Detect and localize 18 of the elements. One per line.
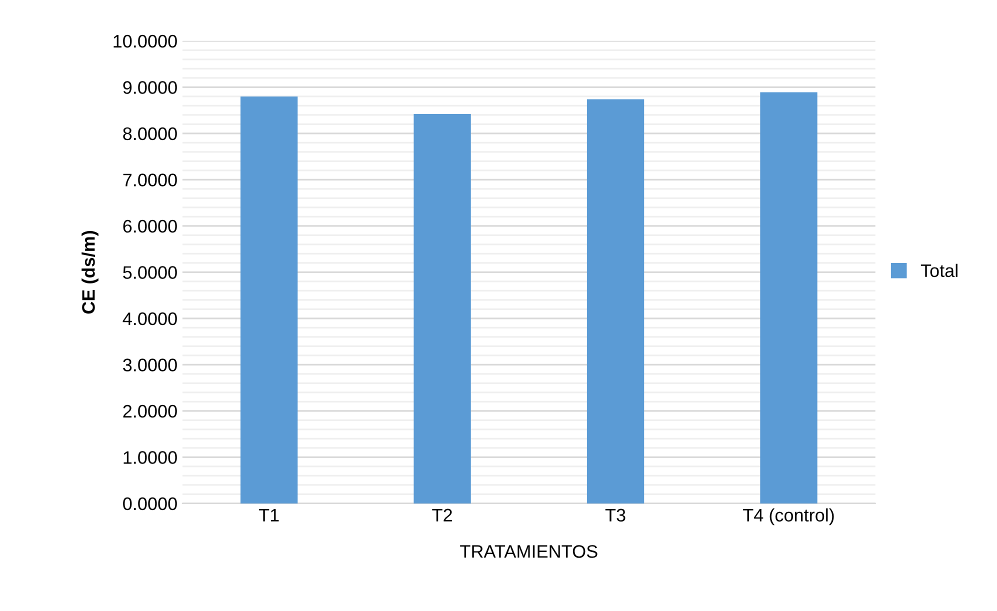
x-axis-title: TRATAMIENTOS — [460, 545, 598, 558]
x-tick-label: T4 (control) — [743, 508, 834, 526]
y-tick-label: 5.0000 — [123, 266, 177, 279]
legend-label: Total — [920, 264, 958, 278]
y-axis-title: CE (ds/m) — [82, 230, 98, 314]
y-tick-label: 8.0000 — [123, 127, 177, 140]
y-tick-label: 2.0000 — [123, 404, 177, 418]
x-tick-label: T2 — [432, 508, 452, 522]
y-tick-label: 0.0000 — [123, 497, 177, 510]
y-tick-label: 1.0000 — [124, 451, 177, 464]
x-tick-label: T1 — [258, 508, 279, 522]
y-tick-label: 7.0000 — [123, 174, 177, 186]
x-tick-label: T3 — [605, 508, 626, 522]
y-tick-label: 3.0000 — [123, 358, 177, 372]
y-tick-label: 9.0000 — [123, 81, 177, 94]
y-tick-label: 10.0000 — [114, 34, 177, 48]
y-tick-label: 4.0000 — [122, 312, 177, 326]
y-tick-label: 6.0000 — [123, 220, 177, 233]
